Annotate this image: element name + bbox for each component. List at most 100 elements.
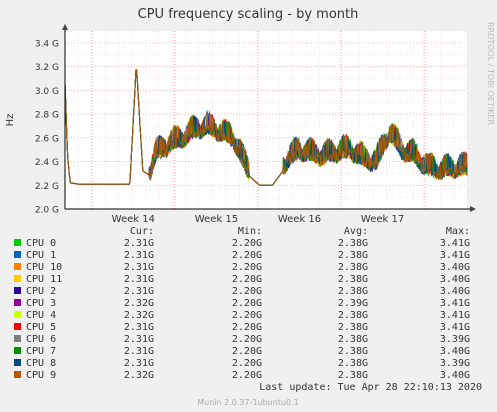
legend-value-max: 3.41G	[440, 250, 470, 261]
legend-value-avg: 2.38G	[338, 370, 368, 381]
legend-value-max: 3.39G	[440, 358, 470, 369]
x-axis-arrow	[470, 206, 476, 212]
y-axis-ticks: 2.0 G 2.2 G 2.4 G 2.6 G 2.8 G 3.0 G 3.2 G 3.4 G	[35, 39, 59, 215]
legend-value-max: 3.40G	[440, 346, 470, 357]
legend-value-max: 3.40G	[440, 370, 470, 381]
y-tick-label: 3.2 G	[35, 63, 59, 73]
plot-area	[65, 31, 467, 209]
chart-title: CPU frequency scaling - by month	[138, 7, 359, 22]
legend-swatch	[14, 311, 21, 318]
munin-version-footer: Munin 2.0.37-1ubuntu0.1	[197, 398, 299, 407]
legend-row: CPU 8 2.31G 2.20G 2.38G 3.39G	[14, 358, 470, 369]
legend-value-cur: 2.31G	[124, 286, 154, 297]
y-tick-label: 2.0 G	[35, 206, 59, 216]
y-tick-label: 2.2 G	[35, 182, 59, 192]
legend-swatch	[14, 239, 21, 246]
legend-value-avg: 2.38G	[338, 262, 368, 273]
y-axis-label: Hz	[5, 114, 16, 127]
legend-value-avg: 2.38G	[338, 358, 368, 369]
x-tick-label: Week 16	[278, 214, 321, 225]
legend-swatch	[14, 263, 21, 270]
legend-value-cur: 2.31G	[124, 322, 154, 333]
legend-series-name: CPU 8	[26, 358, 56, 369]
legend-value-max: 3.41G	[440, 322, 470, 333]
legend-value-min: 2.20G	[232, 286, 262, 297]
legend-value-cur: 2.32G	[124, 298, 154, 309]
legend-value-cur: 2.31G	[124, 250, 154, 261]
series-lines	[64, 68, 468, 186]
legend-series-name: CPU 5	[26, 322, 56, 333]
legend-value-min: 2.20G	[232, 322, 262, 333]
legend-row: CPU 11 2.31G 2.20G 2.38G 3.40G	[14, 274, 470, 285]
y-tick-label: 3.4 G	[35, 39, 59, 49]
legend-value-avg: 2.38G	[338, 238, 368, 249]
legend-value-max: 3.39G	[440, 334, 470, 345]
legend-row: CPU 0 2.31G 2.20G 2.38G 3.41G	[14, 238, 470, 249]
legend-row: CPU 4 2.32G 2.20G 2.38G 3.41G	[14, 310, 470, 321]
legend-series-name: CPU 6	[26, 334, 56, 345]
x-tick-label: Week 17	[361, 214, 404, 225]
legend-value-min: 2.20G	[232, 238, 262, 249]
legend-series-name: CPU 1	[26, 250, 56, 261]
legend-row: CPU 1 2.31G 2.20G 2.38G 3.41G	[14, 250, 470, 261]
legend-row: CPU 2 2.31G 2.20G 2.38G 3.40G	[14, 286, 470, 297]
legend-series-name: CPU 9	[26, 370, 56, 381]
rrdtool-watermark: RRDTOOL / TOBI OETIKER	[486, 22, 495, 125]
legend-series-name: CPU 2	[26, 286, 56, 297]
series-line-cpu-9	[64, 68, 468, 186]
legend-series-name: CPU 7	[26, 346, 56, 357]
legend-series-name: CPU 11	[26, 274, 62, 285]
legend-row: CPU 7 2.31G 2.20G 2.38G 3.40G	[14, 346, 470, 357]
legend-series-name: CPU 3	[26, 298, 56, 309]
legend-value-cur: 2.31G	[124, 262, 154, 273]
last-update: Last update: Tue Apr 28 22:10:13 2020	[259, 382, 482, 393]
legend-value-avg: 2.38G	[338, 322, 368, 333]
legend-value-min: 2.20G	[232, 334, 262, 345]
legend-value-max: 3.41G	[440, 310, 470, 321]
legend-value-max: 3.41G	[440, 298, 470, 309]
legend-value-cur: 2.32G	[124, 310, 154, 321]
legend-swatch	[14, 323, 21, 330]
legend-swatch	[14, 371, 21, 378]
legend-row: CPU 5 2.31G 2.20G 2.38G 3.41G	[14, 322, 470, 333]
legend-value-min: 2.20G	[232, 250, 262, 261]
legend-row: CPU 9 2.32G 2.20G 2.38G 3.40G	[14, 370, 470, 381]
legend-row: CPU 3 2.32G 2.20G 2.39G 3.41G	[14, 298, 470, 309]
x-axis-ticks: Week 14 Week 15 Week 16 Week 17	[112, 214, 405, 225]
legend-swatch	[14, 251, 21, 258]
legend-value-avg: 2.38G	[338, 274, 368, 285]
x-tick-label: Week 14	[112, 214, 155, 225]
legend-value-cur: 2.31G	[124, 358, 154, 369]
y-tick-label: 3.0 G	[35, 87, 59, 97]
legend-swatch	[14, 275, 21, 282]
legend-row: CPU 10 2.31G 2.20G 2.38G 3.40G	[14, 262, 470, 273]
y-tick-label: 2.4 G	[35, 158, 59, 168]
legend-header-min: Min:	[238, 226, 262, 237]
y-tick-label: 2.6 G	[35, 134, 59, 144]
x-tick-label: Week 15	[195, 214, 238, 225]
legend-series-name: CPU 0	[26, 238, 56, 249]
legend-swatch	[14, 335, 21, 342]
legend-value-min: 2.20G	[232, 346, 262, 357]
legend-value-max: 3.40G	[440, 286, 470, 297]
legend-value-min: 2.20G	[232, 370, 262, 381]
legend-value-avg: 2.38G	[338, 250, 368, 261]
legend-value-avg: 2.38G	[338, 346, 368, 357]
legend-series-name: CPU 4	[26, 310, 56, 321]
legend-value-min: 2.20G	[232, 274, 262, 285]
y-tick-label: 2.8 G	[35, 111, 59, 121]
legend-swatch	[14, 299, 21, 306]
legend-value-max: 3.40G	[440, 274, 470, 285]
legend-value-avg: 2.38G	[338, 310, 368, 321]
legend-value-avg: 2.39G	[338, 298, 368, 309]
legend-value-cur: 2.31G	[124, 238, 154, 249]
legend-rows: CPU 0 2.31G 2.20G 2.38G 3.41G CPU 1 2.31G 2.20G…	[14, 238, 470, 381]
legend-swatch	[14, 347, 21, 354]
legend-value-min: 2.20G	[232, 310, 262, 321]
legend-header-avg: Avg:	[344, 226, 368, 237]
legend-value-cur: 2.31G	[124, 274, 154, 285]
legend-value-min: 2.20G	[232, 298, 262, 309]
legend-value-cur: 2.31G	[124, 346, 154, 357]
legend-value-max: 3.40G	[440, 262, 470, 273]
